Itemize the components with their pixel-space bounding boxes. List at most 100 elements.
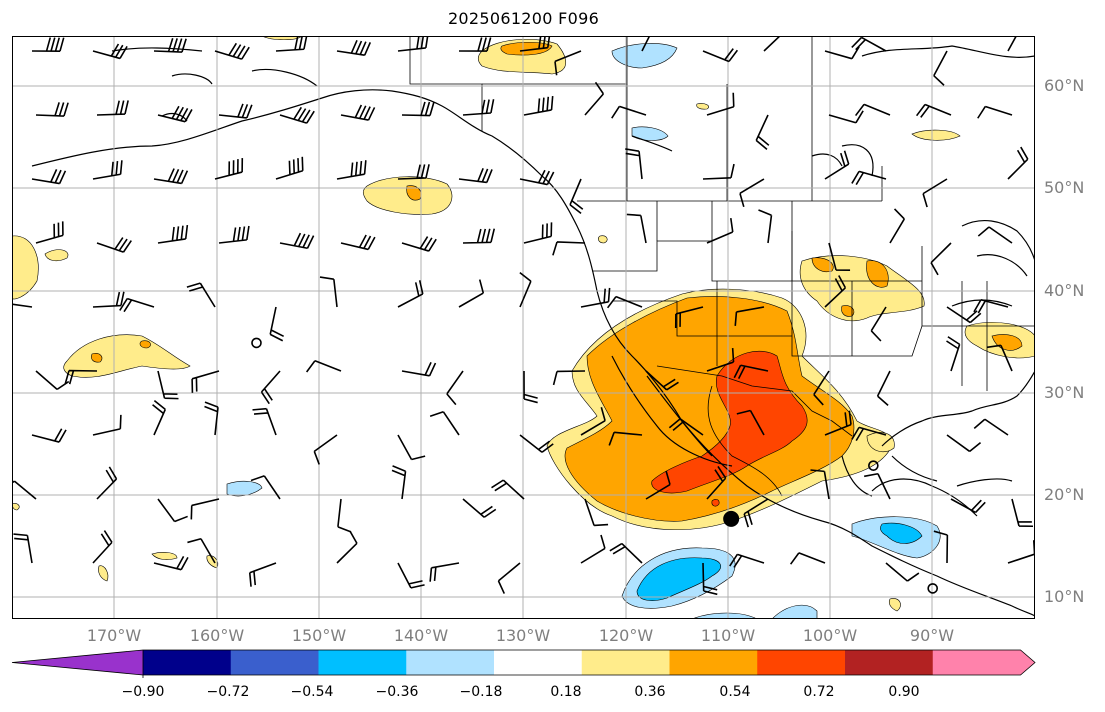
wind-barb — [190, 498, 220, 520]
wind-barb — [706, 92, 735, 116]
wind-barb — [153, 168, 189, 185]
map-title: 2025061200 F096 — [447, 9, 600, 28]
open-circle-marker-3 — [927, 583, 939, 594]
colorbar-tick-neg054: −0.54 — [290, 684, 334, 700]
wind-barb — [824, 410, 852, 436]
wind-barb — [889, 208, 906, 244]
lon-label-130w: 130°W — [495, 626, 551, 645]
wind-barb — [702, 562, 718, 596]
map-panel — [12, 36, 1035, 619]
wind-barb — [606, 295, 643, 309]
wind-barb — [734, 306, 765, 326]
wind-barb — [523, 370, 538, 404]
wind-barb — [946, 306, 982, 324]
wind-barb — [519, 36, 551, 52]
wind-barb — [789, 552, 826, 565]
wind-barb — [157, 498, 188, 523]
wind-barb — [933, 50, 948, 86]
lat-label-50n: 50°N — [1044, 178, 1085, 197]
coastlines — [31, 45, 1035, 617]
wind-barb — [275, 156, 304, 180]
wind-barb — [986, 344, 1013, 372]
wind-barb — [552, 241, 586, 256]
wind-barb — [204, 401, 219, 436]
map-markers — [251, 337, 939, 594]
wind-barb — [519, 434, 554, 453]
wind-barb — [824, 275, 847, 308]
wind-barb — [491, 479, 525, 500]
colorbar-tick-054: 0.54 — [719, 684, 751, 700]
lon-label-100w: 100°W — [802, 626, 858, 645]
wind-barb — [31, 428, 67, 443]
wind-barb — [92, 414, 122, 436]
wind-barb — [429, 411, 460, 436]
colorbar-segment — [845, 650, 934, 675]
wind-barb — [340, 234, 376, 251]
colorbar-tick-neg090: −0.90 — [121, 684, 165, 700]
wind-barb — [64, 369, 98, 385]
lon-label-160w: 160°W — [189, 626, 245, 645]
wind-barb — [702, 163, 735, 180]
wind-barb — [462, 99, 495, 116]
wind-barb — [933, 530, 949, 564]
wind-barb — [810, 469, 830, 500]
wind-barb — [609, 542, 643, 564]
wind-barb — [401, 236, 437, 252]
colorbar-extend-low — [12, 650, 143, 675]
lat-label-10n: 10°N — [1044, 587, 1085, 606]
wind-barb — [96, 237, 132, 253]
wind-barb — [446, 370, 464, 406]
wind-barb — [674, 306, 704, 328]
wind-barb — [569, 178, 584, 215]
lon-label-150w: 150°W — [291, 626, 347, 645]
wind-barb — [279, 106, 315, 124]
wind-barb — [187, 538, 216, 564]
wind-barb — [397, 164, 430, 180]
colorbar-tick-neg036: −0.36 — [375, 684, 419, 700]
wind-barb — [119, 297, 155, 313]
wind-barb — [977, 226, 1013, 244]
wind-barb — [950, 498, 986, 514]
wind-barb — [554, 50, 582, 76]
wind-barb — [973, 298, 1009, 314]
open-circle-marker-1 — [251, 337, 262, 349]
wind-barb — [31, 37, 65, 52]
wind-barb — [876, 370, 891, 406]
wind-barb — [218, 225, 250, 244]
wind-barb — [35, 102, 69, 117]
wind-barb — [973, 418, 1009, 436]
wind-barb — [35, 370, 70, 391]
colorbar-segment — [406, 650, 495, 675]
wind-barb — [523, 95, 554, 116]
wind-barb — [92, 291, 125, 308]
colorbar-segment — [669, 650, 758, 675]
wind-barb — [397, 562, 425, 589]
wind-barb — [755, 114, 770, 150]
wind-barb — [157, 105, 193, 123]
colorbar-tick-neg018: −0.18 — [459, 684, 503, 700]
wind-barb — [337, 498, 352, 533]
wind-barb — [397, 280, 424, 308]
lat-label-60n: 60°N — [1044, 76, 1085, 95]
wind-barb — [458, 168, 493, 184]
wind-barb — [252, 407, 277, 436]
wind-barb — [930, 242, 952, 276]
wind-barb — [739, 178, 765, 208]
wind-barb — [922, 178, 948, 208]
wind-barb — [96, 100, 129, 116]
wind-barb — [824, 150, 850, 180]
wind-barb — [851, 170, 887, 186]
wind-barb — [626, 213, 647, 244]
wind-barb — [706, 218, 734, 244]
colorbar-segment — [581, 650, 670, 675]
wind-barb — [854, 103, 891, 117]
wind-barb — [96, 466, 118, 500]
colorbar-tick-072: 0.72 — [803, 684, 835, 700]
wind-barb — [336, 40, 372, 56]
colorbar-segment — [318, 650, 407, 675]
anomaly-contours — [12, 36, 1035, 619]
lat-label-20n: 20°N — [1044, 485, 1085, 504]
wind-barb — [269, 306, 284, 342]
wind-barb — [336, 530, 358, 564]
colorbar-tick-090: 0.90 — [888, 684, 920, 700]
